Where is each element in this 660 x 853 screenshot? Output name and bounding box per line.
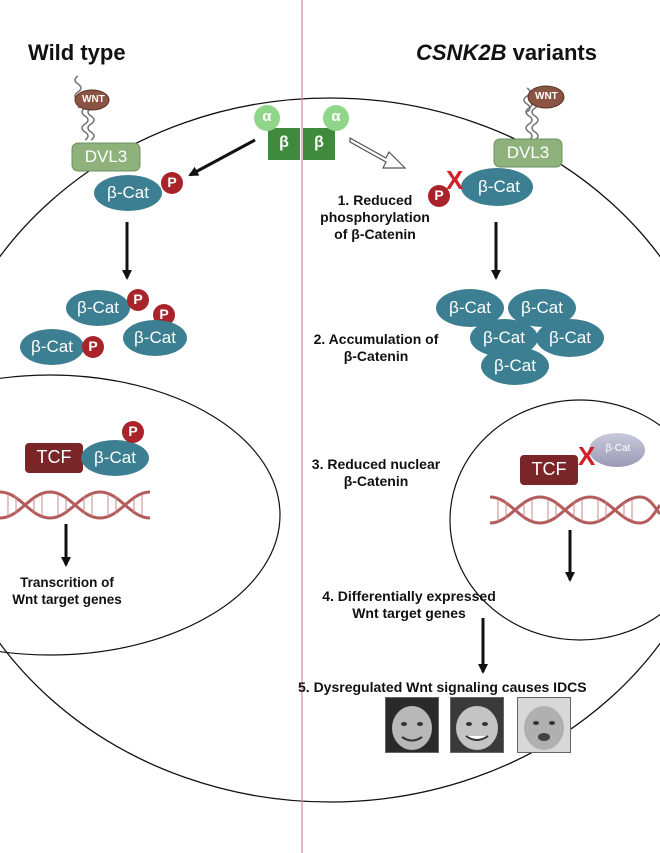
step-4: 4. Differentially expressed Wnt target g… (296, 588, 522, 622)
p-left-top (161, 172, 183, 194)
bcat-cluster-3 (20, 329, 84, 365)
step-2-line-1: 2. Accumulation of (313, 331, 439, 347)
ck2-beta-right (303, 128, 335, 160)
bcat-label-right-top: β-Cat (478, 177, 520, 196)
title-suffix: variants (506, 40, 597, 65)
bcat-label-faded: β-Cat (605, 443, 631, 454)
tcf-label-right: TCF (531, 459, 567, 479)
nucleus-left (0, 374, 281, 656)
bcat-acc-5 (481, 347, 549, 385)
tcf-box-right (520, 455, 578, 485)
alpha-label-left: α (262, 108, 272, 125)
bcat-faded (589, 433, 645, 467)
wnt-receptor-left (74, 75, 110, 141)
dvl3-box-left (71, 142, 141, 172)
bcat-acc-2 (508, 289, 576, 327)
bcat-label-acc-1: β-Cat (449, 298, 491, 317)
p-label-right-top: P (434, 187, 444, 203)
p-label-left-top: P (167, 174, 177, 190)
bcat-label-cluster-1: β-Cat (77, 298, 119, 317)
nucleus-right (449, 399, 660, 641)
alpha-label-right: α (331, 108, 341, 125)
p-cluster-3 (82, 336, 104, 358)
x-mark-nuclear: X (578, 441, 596, 471)
step-3-line-1: 3. Reduced nuclear (311, 456, 441, 472)
dvl3-box-right (493, 138, 563, 168)
patient-photo-3 (517, 697, 571, 753)
arrow-ck2-to-right-hollow (349, 136, 407, 169)
bcat-acc-1 (436, 289, 504, 327)
dna-helix-left (0, 490, 151, 520)
step-4-line-1: 4. Differentially expressed (322, 588, 496, 604)
bcat-label-nucleus-left: β-Cat (94, 448, 136, 467)
step-4-line-2: Wnt target genes (352, 605, 466, 621)
wnt-receptor-right (523, 85, 565, 141)
bcat-label-cluster-2: β-Cat (134, 328, 176, 347)
caption-line-2: Wnt target genes (12, 592, 122, 607)
step-3-line-2: β-Catenin (343, 473, 409, 489)
step-5: 5. Dysregulated Wnt signaling causes IDC… (298, 679, 587, 695)
patient-photo-2 (450, 697, 504, 753)
bcat-label-acc-3: β-Cat (483, 328, 525, 347)
wnt-ligand-left (74, 89, 110, 111)
bcat-label-acc-2: β-Cat (521, 298, 563, 317)
bcat-label-acc-5: β-Cat (494, 356, 536, 375)
bcat-cluster-1 (66, 290, 130, 326)
dna-rungs-right (497, 499, 633, 521)
p-label-cluster-1: P (133, 291, 143, 307)
ck2-alpha-left (254, 105, 280, 131)
bcat-label-acc-4: β-Cat (549, 328, 591, 347)
step-2: 2. Accumulation of β-Catenin (296, 331, 456, 365)
cell-membrane (0, 97, 660, 803)
p-cluster-1 (127, 289, 149, 311)
step-2-line-2: β-Catenin (343, 348, 409, 364)
wnt-label-right: WNT (535, 91, 558, 102)
tcf-label-left: TCF (36, 447, 72, 467)
x-mark-phospho: X (446, 165, 464, 195)
bcat-nucleus-left (81, 440, 149, 476)
dvl3-label-left: DVL3 (84, 147, 128, 166)
dna-rungs-left (7, 494, 143, 516)
dvl3-label-right: DVL3 (506, 143, 550, 162)
step-1-line-1: 1. Reduced (337, 192, 413, 208)
bcat-left-top (94, 175, 162, 211)
step-1-line-2: phosphorylation (320, 209, 430, 225)
title-wild-type: Wild type (28, 40, 126, 65)
step-1-line-3: of β-Catenin (334, 226, 416, 242)
bcat-label-cluster-3: β-Cat (31, 337, 73, 356)
beta-label-right: β (314, 134, 324, 151)
ck2-complex (254, 105, 349, 160)
dna-helix-right (489, 495, 660, 525)
step-3: 3. Reduced nuclear β-Catenin (296, 456, 456, 490)
ck2-alpha-right (323, 105, 349, 131)
patient-photo-1 (385, 697, 439, 753)
bcat-right-top (461, 168, 533, 206)
step-1: 1. Reduced phosphorylation of β-Catenin (300, 192, 450, 243)
bcat-label-left-top: β-Cat (107, 183, 149, 202)
caption-transcription: Transcrition of Wnt target genes (0, 574, 134, 608)
bcat-acc-4 (536, 319, 604, 357)
caption-line-1: Transcrition of (20, 575, 114, 590)
p-label-cluster-3: P (88, 338, 98, 354)
bcat-cluster-2 (123, 320, 187, 356)
p-label-cluster-2: P (159, 306, 169, 322)
p-right-top (428, 185, 450, 207)
title-csnk2b-variants: CSNK2B variants (416, 40, 597, 66)
wnt-ligand-right (527, 85, 565, 109)
ck2-beta-left (268, 128, 300, 160)
beta-label-left: β (279, 134, 289, 151)
p-nucleus-left (122, 421, 144, 443)
tcf-box-left (25, 443, 83, 473)
gene-name: CSNK2B (416, 40, 507, 65)
arrow-ck2-to-left (188, 138, 256, 177)
wnt-label-left: WNT (82, 94, 105, 105)
p-label-nucleus-left: P (128, 423, 138, 439)
